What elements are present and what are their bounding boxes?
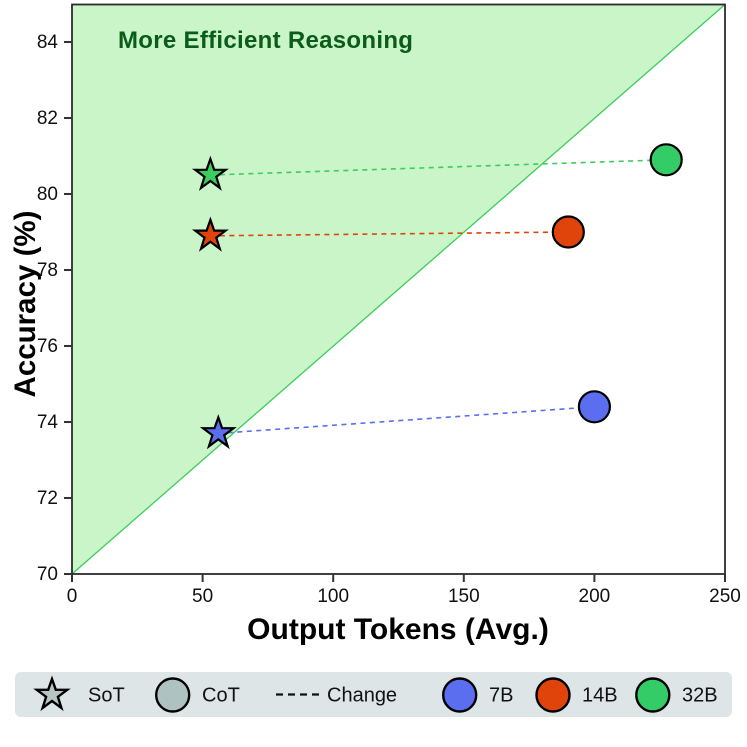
svg-text:72: 72	[37, 488, 58, 509]
svg-text:More Efficient Reasoning: More Efficient Reasoning	[118, 27, 413, 54]
svg-text:200: 200	[579, 586, 611, 607]
svg-text:84: 84	[37, 32, 59, 53]
svg-text:250: 250	[709, 586, 741, 607]
svg-text:7B: 7B	[489, 685, 513, 707]
svg-text:14B: 14B	[582, 685, 618, 707]
svg-text:74: 74	[37, 412, 59, 433]
svg-text:CoT: CoT	[202, 685, 240, 707]
svg-text:Change: Change	[327, 685, 397, 707]
svg-text:50: 50	[192, 586, 213, 607]
svg-text:Output Tokens (Avg.): Output Tokens (Avg.)	[247, 613, 549, 646]
svg-text:150: 150	[448, 586, 480, 607]
svg-text:100: 100	[317, 586, 349, 607]
svg-text:70: 70	[37, 564, 58, 585]
svg-text:0: 0	[67, 586, 78, 607]
svg-text:82: 82	[37, 108, 58, 129]
svg-text:Accuracy (%): Accuracy (%)	[9, 211, 42, 398]
svg-text:SoT: SoT	[88, 685, 125, 707]
svg-text:80: 80	[37, 184, 58, 205]
svg-text:32B: 32B	[682, 685, 718, 707]
